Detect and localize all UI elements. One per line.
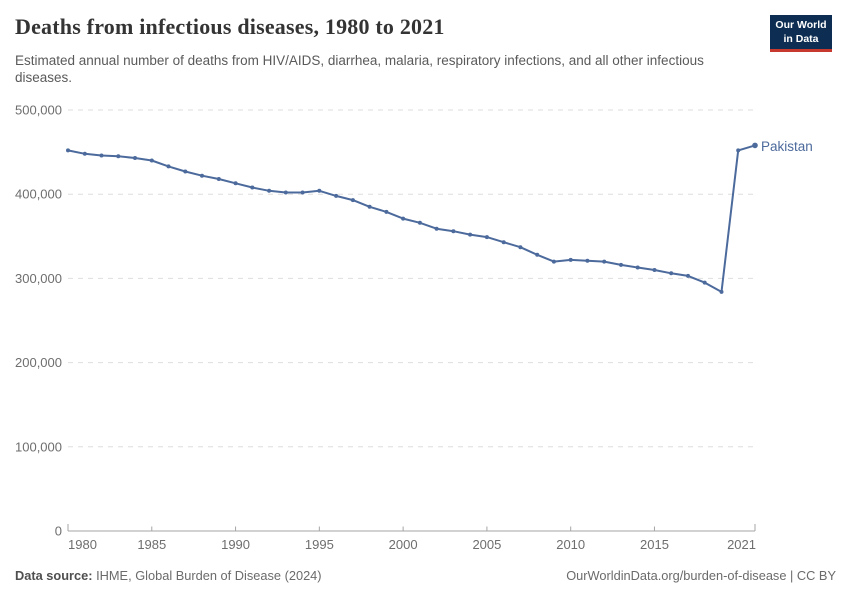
owid-logo-line1: Our World <box>775 19 827 31</box>
data-source-label: Data source: <box>15 568 93 583</box>
data-point[interactable] <box>250 185 255 190</box>
footer-data-source: Data source: IHME, Global Burden of Dise… <box>15 568 322 583</box>
chart-title: Deaths from infectious diseases, 1980 to… <box>15 14 445 39</box>
data-point[interactable] <box>602 259 607 264</box>
data-point[interactable] <box>417 220 422 225</box>
y-tick-label: 300,000 <box>15 271 62 286</box>
data-point[interactable] <box>585 258 590 263</box>
data-point[interactable] <box>619 262 623 267</box>
x-tick-label: 1995 <box>305 537 334 552</box>
data-point[interactable] <box>468 232 473 237</box>
data-point[interactable] <box>149 158 154 163</box>
data-point[interactable] <box>82 151 87 156</box>
data-point[interactable] <box>501 240 506 245</box>
data-point[interactable] <box>200 173 204 178</box>
x-tick-label: 2000 <box>389 537 418 552</box>
data-point[interactable] <box>384 209 389 214</box>
data-point[interactable] <box>635 265 640 270</box>
data-point[interactable] <box>367 204 372 209</box>
data-point[interactable] <box>116 154 121 159</box>
data-point[interactable] <box>451 229 456 234</box>
data-point[interactable] <box>518 245 523 250</box>
data-point[interactable] <box>551 259 556 264</box>
x-tick-label: 1990 <box>221 537 250 552</box>
chart-subtitle: Estimated annual number of deaths from H… <box>15 53 704 85</box>
data-point[interactable] <box>652 268 657 272</box>
data-point[interactable] <box>334 193 339 198</box>
data-point[interactable] <box>752 142 758 149</box>
data-point[interactable] <box>686 273 690 278</box>
footer-attribution-link[interactable]: OurWorldinData.org/burden-of-disease | C… <box>566 568 836 583</box>
data-point[interactable] <box>300 190 305 195</box>
y-tick-label: 100,000 <box>15 439 62 454</box>
data-point[interactable] <box>350 198 355 203</box>
data-point[interactable] <box>434 226 439 231</box>
x-tick-label: 2010 <box>556 537 585 552</box>
owid-logo[interactable]: Our World in Data <box>770 15 832 53</box>
x-tick-label: 2015 <box>640 537 669 552</box>
y-tick-label: 500,000 <box>15 103 62 118</box>
data-point[interactable] <box>317 188 322 193</box>
data-point[interactable] <box>484 235 489 240</box>
y-tick-label: 200,000 <box>15 355 62 370</box>
data-point[interactable] <box>216 177 221 181</box>
series-label-pakistan[interactable]: Pakistan <box>761 139 813 154</box>
x-tick-label: 1985 <box>137 537 166 552</box>
data-point[interactable] <box>66 148 70 153</box>
data-point[interactable] <box>669 271 674 276</box>
data-point[interactable] <box>568 257 573 262</box>
y-tick-label: 400,000 <box>15 187 62 202</box>
data-point[interactable] <box>233 181 238 186</box>
y-tick-label: 0 <box>55 524 62 539</box>
data-point[interactable] <box>267 188 272 193</box>
data-point[interactable] <box>166 164 171 169</box>
data-source-text: IHME, Global Burden of Disease (2024) <box>92 568 322 583</box>
x-tick-label: 1980 <box>68 537 97 552</box>
data-point[interactable] <box>401 216 406 221</box>
data-point[interactable] <box>702 280 707 285</box>
data-point[interactable] <box>736 148 741 153</box>
series-line-pakistan[interactable] <box>67 144 756 293</box>
data-point[interactable] <box>719 289 724 294</box>
data-point[interactable] <box>133 156 137 160</box>
data-point[interactable] <box>183 169 188 174</box>
owid-logo-line2: in Data <box>783 32 819 45</box>
data-point[interactable] <box>535 252 540 257</box>
data-point[interactable] <box>99 153 104 158</box>
data-point[interactable] <box>283 190 288 195</box>
x-tick-label: 2021 <box>727 537 756 552</box>
x-tick-label: 2005 <box>472 537 501 552</box>
